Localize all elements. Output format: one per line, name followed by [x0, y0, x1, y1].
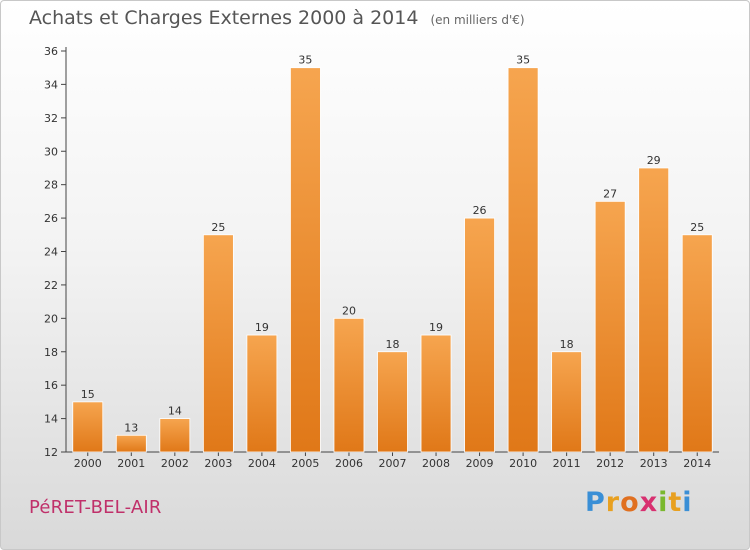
- logo-letter: P: [585, 487, 606, 518]
- logo-letter: t: [668, 487, 683, 518]
- chart-title: Achats et Charges Externes 2000 à 2014 (e…: [29, 7, 525, 29]
- x-tick-label: 2007: [379, 457, 407, 470]
- x-tick-label: 2013: [640, 457, 668, 470]
- bar-2004: [246, 334, 278, 453]
- x-tick-label: 2008: [422, 457, 450, 470]
- data-label: 25: [211, 221, 225, 234]
- chart-unit: (en milliers d'€): [430, 13, 525, 27]
- logo-letter: x: [639, 487, 659, 518]
- x-tick-label: 2001: [117, 457, 145, 470]
- bar-2012: [594, 200, 626, 453]
- y-tick-label: 26: [44, 212, 58, 225]
- data-label: 25: [690, 221, 704, 234]
- data-label: 19: [255, 321, 269, 334]
- x-tick-label: 2010: [509, 457, 537, 470]
- data-label: 35: [516, 54, 530, 67]
- y-tick-label: 12: [44, 446, 58, 459]
- bar-2001: [115, 434, 147, 453]
- y-tick-label: 32: [44, 112, 58, 125]
- x-tick-label: 2004: [248, 457, 276, 470]
- x-tick-label: 2011: [553, 457, 581, 470]
- data-label: 29: [647, 154, 661, 167]
- chart-labels: 2000 15 2001 13 2002 14 2003 25 2004 19 2005 35 2006…: [74, 54, 711, 470]
- data-label: 19: [429, 321, 443, 334]
- commune-name: PéRET-BEL-AIR: [29, 497, 162, 518]
- x-tick-label: 2002: [161, 457, 189, 470]
- chart-title-text: Achats et Charges Externes 2000 à 2014: [29, 7, 419, 29]
- data-label: 27: [603, 187, 617, 200]
- chart-bars: [72, 67, 713, 453]
- bar-2000: [72, 401, 104, 453]
- x-tick-label: 2000: [74, 457, 102, 470]
- bar-2010: [507, 67, 539, 453]
- y-tick-label: 14: [44, 413, 58, 426]
- y-tick-label: 16: [44, 379, 58, 392]
- data-label: 35: [298, 54, 312, 67]
- logo-letter: o: [620, 487, 640, 518]
- bar-2014: [681, 234, 713, 453]
- data-label: 26: [473, 204, 487, 217]
- bar-2005: [290, 67, 321, 453]
- logo-letter: r: [605, 487, 621, 518]
- data-label: 18: [386, 338, 400, 351]
- x-tick-label: 2009: [466, 457, 494, 470]
- bar-2003: [202, 234, 234, 453]
- x-tick-label: 2005: [291, 457, 319, 470]
- x-tick-label: 2012: [596, 457, 624, 470]
- logo-letter: i: [658, 487, 669, 518]
- x-tick-label: 2014: [683, 457, 711, 470]
- data-label: 14: [168, 405, 182, 418]
- bar-2006: [333, 317, 365, 453]
- y-tick-label: 18: [44, 346, 58, 359]
- y-tick-label: 34: [44, 78, 58, 91]
- data-label: 13: [124, 421, 138, 434]
- bar-2011: [551, 351, 583, 453]
- logo-letter: i: [682, 487, 693, 518]
- data-label: 20: [342, 304, 356, 317]
- y-tick-label: 22: [44, 279, 58, 292]
- y-tick-label: 36: [44, 45, 58, 58]
- data-label: 15: [81, 388, 95, 401]
- bar-2007: [377, 351, 408, 453]
- bar-2002: [159, 418, 191, 453]
- y-tick-label: 20: [44, 312, 58, 325]
- y-tick-label: 24: [44, 246, 58, 259]
- y-tick-label: 30: [44, 145, 58, 158]
- data-label: 18: [560, 338, 574, 351]
- bar-2013: [638, 167, 670, 453]
- x-tick-label: 2006: [335, 457, 363, 470]
- y-tick-label: 28: [44, 179, 58, 192]
- bar-2008: [420, 334, 452, 453]
- bar-2009: [464, 217, 495, 453]
- proxiti-logo: Proxiti: [585, 487, 693, 518]
- x-tick-label: 2003: [204, 457, 232, 470]
